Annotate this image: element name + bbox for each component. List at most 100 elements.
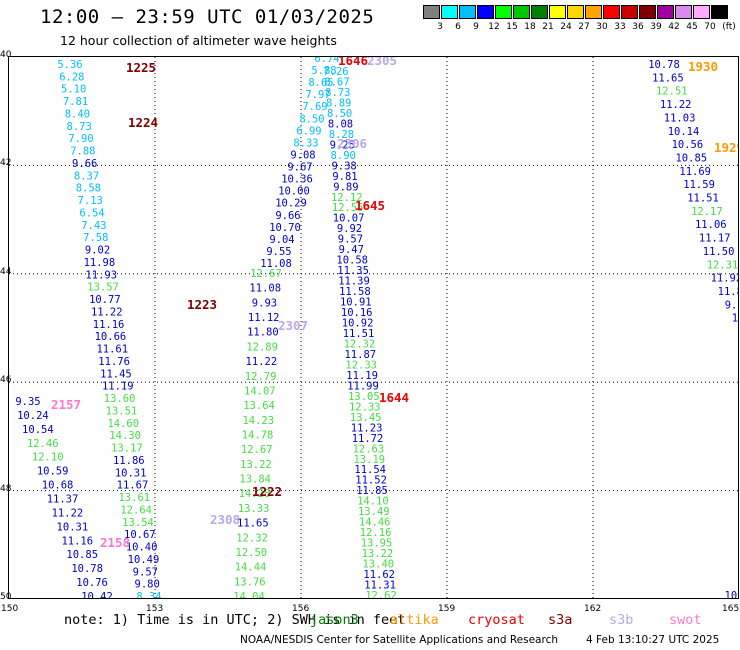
swh-value: 14.60 [107, 418, 139, 430]
swh-value: 9.8 [725, 299, 739, 311]
pass-time-label: 1930 [688, 59, 718, 74]
swh-value: 9.93 [252, 297, 277, 309]
longitude-label: 153 [146, 604, 164, 614]
map-canvas: 5.366.285.107.818.408.737.907.889.668.37… [9, 57, 739, 599]
swh-value: 8.08 [328, 118, 353, 130]
swh-value: 11 [732, 313, 739, 325]
pass-time-label: 2158 [100, 535, 130, 550]
swh-value: 13.17 [111, 443, 143, 455]
longitude-label: 156 [292, 604, 310, 614]
swh-value: 11.08 [249, 283, 281, 295]
swh-value: 12.63 [353, 443, 385, 455]
legend-label: 12 [488, 22, 500, 32]
legend-label: 15 [506, 22, 518, 32]
credit-text: NOAA/NESDIS Center for Satellite Applica… [240, 634, 558, 646]
swh-value: 11.58 [339, 286, 371, 298]
swh-value: 5.88 [311, 65, 336, 77]
swh-value: 9.55 [266, 246, 291, 258]
satellite-legend-altika: altika [390, 612, 439, 628]
swh-value: 9.81 [332, 171, 357, 183]
swh-value: 13.22 [362, 548, 394, 560]
swh-value: 7.88 [70, 146, 95, 158]
swh-value: 8.50 [327, 108, 352, 120]
swh-value: 10.56 [672, 139, 704, 151]
legend-unit: (ft) [722, 22, 736, 32]
swh-value: 10.66 [95, 331, 127, 343]
swh-value: 10.54 [22, 424, 54, 436]
swh-value: 9.47 [339, 244, 364, 256]
swh-value: 12.33 [345, 359, 377, 371]
swh-value: 9.57 [133, 566, 158, 578]
pass-time-label: 2307 [278, 318, 308, 333]
legend-label: 39 [650, 22, 662, 32]
swh-value: 10. [725, 590, 739, 599]
swh-value: 12.17 [691, 206, 723, 218]
generated-timestamp: 4 Feb 13:10:27 UTC 2025 [586, 634, 720, 646]
swh-value: 10.40 [126, 542, 158, 554]
swh-value: 13.57 [87, 282, 119, 294]
legend-swatch [513, 5, 530, 19]
swh-value: 6.74 [314, 57, 339, 65]
swh-value: 11.76 [98, 356, 130, 368]
pass-time-label: 1929 [714, 140, 739, 155]
swh-value: 12.51 [656, 86, 688, 98]
swh-value: 9.38 [331, 160, 356, 172]
swh-value: 9.02 [85, 245, 110, 257]
map-plot-area: 5.36 6.28 5.10 7.81 8.40 8.73 7.90 7.88 9.66 8.37… [8, 56, 739, 599]
legend-swatch [693, 5, 710, 19]
swh-value: 11.12 [248, 312, 280, 324]
pass-time-label: 2308 [210, 512, 240, 527]
swh-value: 13.45 [350, 412, 382, 424]
swh-value: 10.59 [37, 466, 69, 478]
pass-time-label: 1646 [338, 57, 368, 68]
swh-value: 14.78 [242, 430, 274, 442]
swh-value: 11.93 [85, 269, 117, 281]
swh-value: 11.39 [338, 276, 370, 288]
swh-value: 9.04 [269, 234, 294, 246]
legend-swatch [441, 5, 458, 19]
swh-value: 11.87 [344, 349, 376, 361]
swh-value: 13.64 [243, 400, 275, 412]
swh-value: 11.92 [711, 273, 739, 285]
swh-value: 8.28 [329, 129, 354, 141]
swh-value: 11.67 [117, 480, 149, 492]
pass-time-label: 2305 [367, 57, 397, 68]
swh-value: 11.19 [102, 381, 134, 393]
footer-note: note: 1) Time is in UTC; 2) SWH is in fe… [64, 612, 406, 628]
swh-value: 11.19 [346, 370, 378, 382]
swh-value: 9.66 [72, 158, 97, 170]
swh-value: 13.51 [106, 405, 138, 417]
swh-value: 5.36 [57, 59, 82, 71]
longitude-label: 150 [1, 604, 19, 614]
swh-value: 11.17 [699, 233, 731, 245]
swh-value: 7.13 [78, 195, 103, 207]
swh-value: 7.58 [83, 232, 108, 244]
swh-value: 10.70 [269, 222, 301, 234]
swh-value: 10.85 [675, 152, 707, 164]
swh-value: 11.22 [246, 356, 278, 368]
swh-value: 13.61 [118, 492, 150, 504]
pass-time-label: 1223 [187, 297, 217, 312]
swh-value: 10.78 [648, 59, 680, 71]
swh-value: 13.60 [104, 393, 136, 405]
swh-value: 10.76 [76, 577, 108, 589]
legend-swatch [711, 5, 728, 19]
swh-value: 12.16 [360, 527, 392, 539]
pass-time-label: 1644 [379, 390, 409, 405]
swh-value: 6.54 [79, 207, 104, 219]
swh-value: 12.55 [332, 202, 364, 214]
swh-value: 11.65 [652, 72, 684, 84]
swh-value: 8.90 [331, 150, 356, 162]
swh-value: 12.50 [236, 547, 268, 559]
latitude-label: 50 [0, 592, 12, 602]
pass-time-label: 2157 [51, 397, 81, 412]
legend-label: 24 [560, 22, 572, 32]
swh-value: 12.62 [365, 590, 397, 599]
swh-value: 12.89 [246, 341, 278, 353]
swh-value: 14.44 [235, 562, 267, 574]
swh-value: 10.07 [333, 213, 365, 225]
latitude-label: 46 [0, 375, 12, 386]
swh-value: 9.89 [333, 181, 358, 193]
longitude-label: 162 [584, 604, 602, 614]
swh-value: 11.03 [664, 112, 696, 124]
